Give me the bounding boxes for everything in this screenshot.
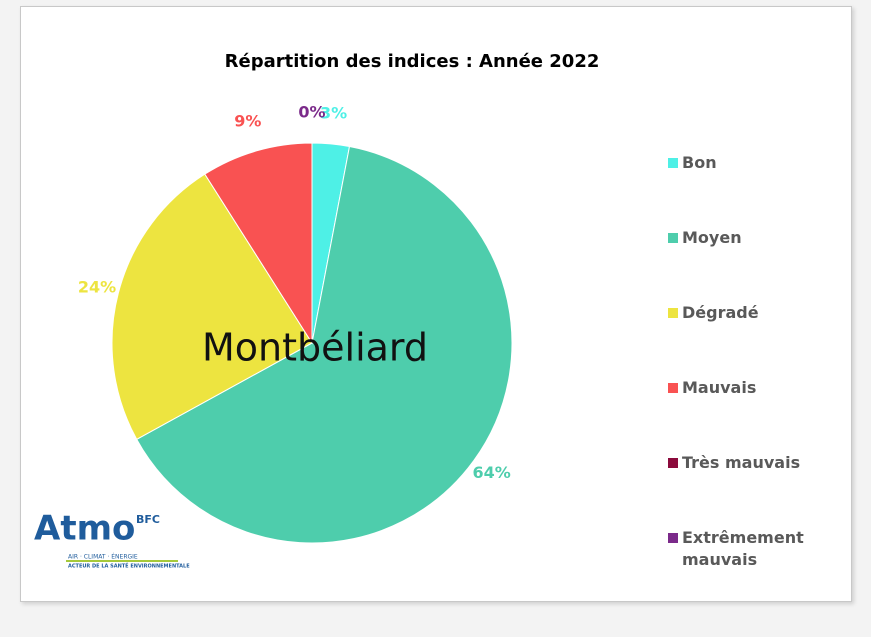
pie-slice [204, 142, 313, 345]
legend-swatch [668, 383, 678, 393]
data-label: 3% [320, 104, 347, 123]
legend-label: Bon [682, 153, 717, 172]
logo-motto: ACTEUR DE LA SANTÉ ENVIRONNEMENTALE [68, 562, 190, 570]
pie-slice [111, 173, 313, 441]
logo-region: BFC [136, 513, 160, 526]
legend-label: Très mauvais [682, 453, 801, 472]
legend-item: Bon [668, 152, 828, 174]
logo: Atmo BFC AIR · CLIMAT · ÉNERGIE ACTEUR D… [34, 509, 190, 570]
chart-title: Répartition des indices : Année 2022 [225, 51, 600, 72]
legend-swatch [668, 458, 678, 468]
data-label: 24% [78, 277, 116, 296]
legend-item: Moyen [668, 227, 828, 249]
legend-item: Extrêmement mauvais [668, 527, 828, 571]
legend-label: Moyen [682, 228, 742, 247]
legend-item: Mauvais [668, 377, 828, 399]
pie-slice [136, 145, 513, 544]
legend-item: Très mauvais [668, 452, 828, 474]
legend-label: Dégradé [682, 303, 759, 322]
logo-tagline: AIR · CLIMAT · ÉNERGIE [68, 553, 138, 561]
logo-name: Atmo [34, 509, 135, 549]
legend-label: Mauvais [682, 378, 757, 397]
legend-item: Dégradé [668, 302, 828, 324]
legend-label: Extrêmement mauvais [682, 528, 804, 569]
data-label: 9% [234, 112, 261, 131]
legend-swatch [668, 158, 678, 168]
annotation: Montbéliard [202, 326, 428, 370]
legend-swatch [668, 233, 678, 243]
pie [111, 142, 513, 544]
legend-swatch [668, 533, 678, 543]
legend-swatch [668, 308, 678, 318]
data-label: 0% [298, 103, 325, 122]
data-label: 64% [472, 463, 510, 482]
